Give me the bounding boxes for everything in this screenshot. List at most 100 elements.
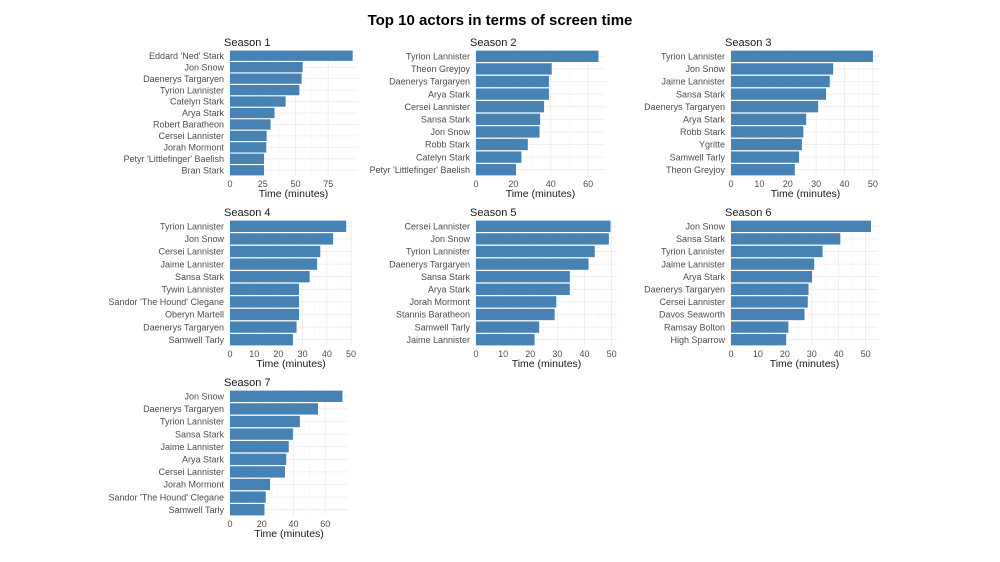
category-label: Cersei Lannister: [158, 131, 224, 141]
tick-label: 50: [861, 349, 871, 359]
category-label: High Sparrow: [670, 335, 725, 345]
category-label: Petyr 'Littlefinger' Baelish: [124, 154, 225, 164]
category-label: Sansa Stark: [175, 272, 225, 282]
bar: [476, 88, 549, 100]
bar: [731, 245, 823, 258]
category-label: Arya Stark: [428, 285, 471, 295]
bar: [731, 50, 873, 62]
bar: [230, 119, 271, 130]
panel-3: Tyrion Lannister Jon Snow Jaime Lannister S…: [644, 37, 880, 200]
bar: [230, 453, 287, 465]
x-axis-title: Time (minutes): [512, 358, 582, 370]
bar: [230, 308, 299, 321]
tick-label: 30: [811, 179, 821, 189]
category-label: Sansa Stark: [421, 115, 471, 125]
bar: [230, 296, 299, 308]
category-label: Jon Snow: [685, 64, 725, 74]
category-label: Cersei Lannister: [158, 467, 224, 477]
x-axis-title: Time (minutes): [770, 358, 840, 370]
bar: [230, 441, 289, 453]
bar: [731, 164, 795, 176]
tick-label: 40: [579, 349, 589, 359]
bar: [230, 62, 303, 73]
bar: [731, 63, 834, 75]
category-label: Arya Stark: [182, 108, 225, 118]
bar: [731, 126, 804, 138]
tick-label: 20: [257, 519, 267, 529]
tick-label: 20: [525, 349, 535, 359]
bar: [476, 113, 541, 125]
category-label: Ygritte: [699, 140, 725, 150]
bar: [731, 138, 802, 151]
tick-label: 20: [508, 179, 518, 189]
x-axis-title: Time (minutes): [256, 358, 326, 370]
category-label: Cersei Lannister: [404, 102, 470, 112]
tick-label: 40: [834, 349, 844, 359]
bar: [731, 75, 830, 88]
bar: [476, 296, 557, 308]
panel-title: Season 2: [470, 37, 516, 49]
bar: [731, 151, 800, 163]
category-label: Daenerys Targaryen: [644, 102, 725, 112]
tick-label: 60: [320, 519, 330, 529]
category-label: Jorah Mormont: [409, 297, 470, 307]
category-label: Davos Seaworth: [659, 310, 725, 320]
category-label: Jon Snow: [184, 234, 224, 244]
tick-label: 30: [552, 349, 562, 359]
tick-label: 0: [473, 349, 478, 359]
bar: [476, 151, 522, 163]
category-label: Daenerys Targaryen: [143, 74, 224, 84]
tick-label: 30: [807, 349, 817, 359]
category-label: Arya Stark: [428, 89, 471, 99]
tick-label: 40: [840, 179, 850, 189]
bar: [230, 130, 267, 142]
bar: [230, 73, 302, 84]
panel-4: Tyrion Lannister Jon Snow Cersei Lannister…: [108, 207, 356, 370]
category-label: Cersei Lannister: [158, 247, 224, 257]
category-label: Jon Snow: [685, 222, 725, 232]
bar: [731, 220, 871, 232]
x-axis-title: Time (minutes): [506, 188, 576, 200]
category-label: Stannis Baratheon: [396, 310, 470, 320]
category-label: Cersei Lannister: [404, 222, 470, 232]
category-label: Tyrion Lannister: [160, 85, 224, 95]
category-label: Tywin Lannister: [161, 285, 224, 295]
bar: [230, 390, 343, 402]
bar: [731, 233, 841, 245]
tick-label: 20: [783, 179, 793, 189]
category-label: Jon Snow: [184, 62, 224, 72]
tick-label: 20: [273, 349, 283, 359]
category-label: Arya Stark: [182, 455, 225, 465]
bar: [476, 50, 599, 62]
bar: [230, 142, 267, 153]
category-label: Robb Stark: [425, 140, 471, 150]
tick-label: 20: [780, 349, 790, 359]
bar: [230, 478, 271, 491]
bar: [230, 466, 285, 478]
panel-title: Season 3: [725, 37, 771, 49]
tick-label: 40: [322, 349, 332, 359]
category-label: Ramsay Bolton: [664, 322, 725, 332]
category-label: Samwell Tarly: [169, 505, 225, 515]
category-label: Arya Stark: [683, 115, 726, 125]
bar: [476, 233, 609, 245]
bar: [476, 63, 552, 75]
panel-5: Cersei Lannister Jon Snow Tyrion Lannister…: [389, 207, 617, 370]
bar: [230, 415, 300, 428]
category-label: Petyr 'Littlefinger' Baelish: [370, 165, 471, 175]
panel-title: Season 1: [224, 37, 270, 49]
category-label: Catelyn Stark: [416, 152, 471, 162]
category-label: Robert Baratheon: [153, 120, 224, 130]
bar: [230, 504, 265, 516]
category-label: Theon Greyjoy: [411, 64, 471, 74]
category-label: Tyrion Lannister: [406, 52, 470, 62]
bar: [230, 84, 300, 96]
bar: [476, 258, 589, 270]
tick-label: 0: [473, 179, 478, 189]
bar: [731, 296, 808, 308]
panel-2: Tyrion Lannister Theon Greyjoy Daenerys Ta…: [370, 37, 605, 200]
bar: [230, 50, 353, 61]
category-label: Sansa Stark: [676, 89, 726, 99]
bar: [476, 101, 545, 113]
